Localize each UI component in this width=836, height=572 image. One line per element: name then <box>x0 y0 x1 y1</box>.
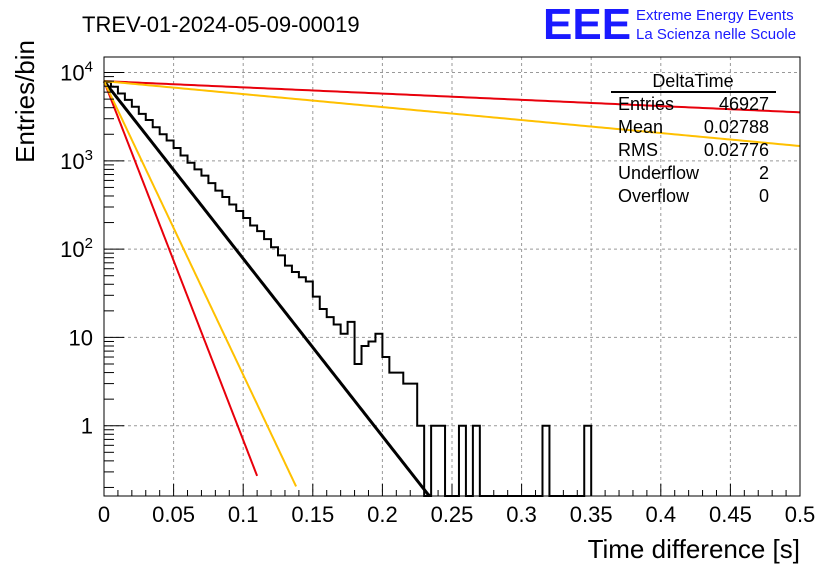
histogram-bin <box>584 426 591 496</box>
grid <box>104 57 800 496</box>
stats-title: DeltaTime <box>652 71 733 91</box>
eee-logo-line1: Extreme Energy Events <box>636 7 794 24</box>
histogram-bin <box>334 325 341 496</box>
eee-logo: EEE Extreme Energy Events La Scienza nel… <box>543 0 796 49</box>
x-tick-label: 0.35 <box>570 502 613 527</box>
y-axis-label: Entries/bin <box>10 40 40 163</box>
histogram-bin <box>160 134 167 496</box>
histogram-bin <box>473 426 480 496</box>
stats-label-entries: Entries <box>618 94 674 114</box>
histogram-bin <box>313 297 320 496</box>
histogram-bin <box>355 364 362 496</box>
eee-logo-mark: EEE <box>543 0 631 49</box>
stats-value-mean: 0.02788 <box>704 117 769 137</box>
histogram-bin <box>431 426 438 496</box>
histogram-bin <box>271 247 278 496</box>
histogram-bin <box>181 155 188 496</box>
histogram-bin <box>341 334 348 496</box>
histogram-bin <box>208 183 215 496</box>
x-tick-label: 0.05 <box>152 502 195 527</box>
chart-title: TREV-01-2024-05-09-00019 <box>82 12 360 37</box>
stats-box: DeltaTime Entries 46927 Mean 0.02788 RMS… <box>611 71 776 206</box>
fit-curve <box>103 80 801 148</box>
stats-label-mean: Mean <box>618 117 663 137</box>
histogram-bin <box>153 127 160 496</box>
x-tick-label: 0.15 <box>291 502 334 527</box>
x-tick-label: 0.2 <box>367 502 398 527</box>
histogram-outline <box>104 81 593 497</box>
histogram-bin <box>285 266 292 496</box>
histogram-bin <box>194 169 201 496</box>
stats-value-overflow: 0 <box>759 186 769 206</box>
stats-value-entries: 46927 <box>719 94 769 114</box>
fit-curves <box>102 80 801 498</box>
histogram-bin <box>167 140 174 496</box>
histogram-bin <box>132 107 139 496</box>
histogram <box>104 81 593 497</box>
x-tick-label: 0.1 <box>228 502 259 527</box>
x-axis: 0 0.05 0.1 0.15 0.2 0.25 0.3 0.35 0.4 0.45 0.5 <box>98 484 815 527</box>
histogram-bin <box>327 317 334 496</box>
x-tick-label: 0.4 <box>646 502 677 527</box>
histogram-bin <box>438 426 445 496</box>
stats-value-underflow: 2 <box>759 163 769 183</box>
stats-value-rms: 0.02776 <box>704 140 769 160</box>
histogram-bin <box>362 346 369 496</box>
histogram-bin <box>382 357 389 496</box>
y-tick-label: 10 <box>69 325 93 350</box>
x-tick-label: 0.3 <box>506 502 537 527</box>
fit-curve <box>102 80 431 498</box>
histogram-bin <box>299 277 306 496</box>
x-tick-label: 0.5 <box>785 502 816 527</box>
histogram-bin <box>125 100 132 496</box>
stats-label-rms: RMS <box>618 140 658 160</box>
histogram-bin <box>306 282 313 496</box>
stats-label-underflow: Underflow <box>618 163 700 183</box>
histogram-bin <box>389 373 396 496</box>
histogram-bin <box>215 191 222 496</box>
histogram-bin <box>250 226 257 496</box>
histogram-bin <box>292 272 299 496</box>
histogram-bin <box>118 93 125 496</box>
histogram-bin <box>348 322 355 496</box>
histogram-bin <box>403 384 410 496</box>
histogram-bin <box>375 334 382 496</box>
histogram-bin <box>257 231 264 496</box>
histogram-bin <box>188 163 195 496</box>
histogram-bin <box>264 239 271 496</box>
x-tick-label: 0 <box>98 502 110 527</box>
histogram-bin <box>459 426 466 496</box>
histogram-bin <box>174 148 181 496</box>
x-tick-label: 0.45 <box>709 502 752 527</box>
fit-curve <box>103 80 801 114</box>
fit-curve <box>103 80 298 487</box>
histogram-bin <box>320 309 327 496</box>
histogram-bin <box>542 426 549 496</box>
stats-label-overflow: Overflow <box>618 186 690 206</box>
fit-curve <box>103 80 259 477</box>
x-tick-label: 0.25 <box>431 502 474 527</box>
histogram-bin <box>396 373 403 496</box>
y-tick-label: 1 <box>81 414 93 439</box>
x-axis-label: Time difference [s] <box>588 534 800 564</box>
eee-logo-line2: La Scienza nelle Scuole <box>636 26 796 43</box>
